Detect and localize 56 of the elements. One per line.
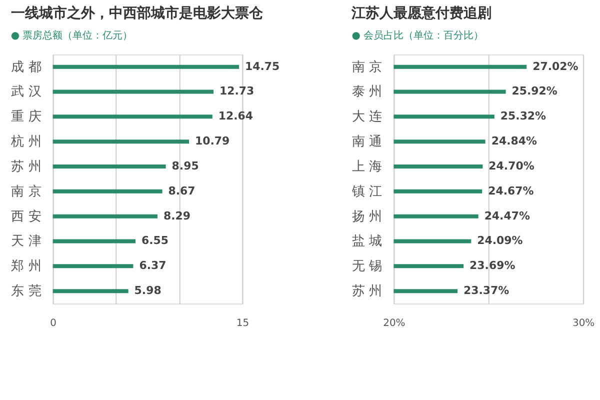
x-tick-label: 15: [236, 318, 250, 329]
x-tick-label: 20%: [383, 318, 406, 329]
data-label: 24.09%: [477, 234, 523, 248]
chart-title: 一线城市之外，中西部城市是电影大票仓: [10, 4, 264, 22]
y-tick-label: 南 京: [352, 60, 382, 75]
y-tick-label: 西 安: [11, 208, 42, 224]
bar: [52, 114, 212, 119]
x-tick-label: 30%: [572, 318, 595, 329]
data-label: 24.84%: [491, 134, 537, 148]
bar: [52, 264, 134, 268]
y-tick-label: 武 汉: [11, 84, 42, 100]
bar: [52, 214, 158, 218]
data-label: 6.55: [141, 234, 169, 248]
data-label: 6.37: [139, 259, 166, 272]
y-tick-label: 成 都: [11, 60, 42, 75]
data-label: 8.29: [163, 209, 190, 222]
data-label: 12.64: [218, 110, 254, 123]
data-label: 10.79: [195, 134, 230, 148]
data-label: 24.47%: [484, 209, 530, 222]
y-tick-label: 镇 江: [351, 184, 382, 200]
y-tick-label: 泰 州: [352, 84, 382, 100]
data-label: 14.75: [245, 60, 280, 73]
data-label: 23.37%: [463, 284, 510, 298]
bar: [52, 140, 190, 144]
y-tick-label: 无 锡: [352, 259, 382, 274]
y-tick-label: 大 连: [352, 110, 382, 125]
y-tick-label: 重 庆: [11, 110, 42, 125]
y-tick-label: 东 莞: [11, 284, 42, 300]
chart-title: 江苏人最愿意付费追剧: [350, 4, 492, 22]
y-tick-label: 盐 城: [352, 234, 382, 250]
data-label: 24.70%: [488, 159, 534, 172]
y-tick-label: 天 津: [11, 234, 42, 250]
data-label: 8.95: [172, 159, 199, 172]
bar: [52, 289, 128, 294]
y-tick-label: 南 通: [352, 134, 382, 150]
x-tick-label: 0: [50, 318, 56, 329]
bar: [52, 164, 166, 168]
data-label: 25.32%: [500, 110, 546, 123]
chart-subtitle: ● 会员占比（单位：百分比）: [352, 29, 484, 42]
y-tick-label: 苏 州: [352, 284, 382, 300]
y-tick-label: 杭 州: [10, 134, 42, 150]
y-tick-label: 扬 州: [352, 209, 382, 224]
y-tick-label: 南 京: [11, 184, 42, 200]
data-label: 5.98: [134, 284, 162, 298]
y-tick-label: 郑 州: [11, 259, 42, 274]
data-label: 24.67%: [488, 184, 534, 198]
data-label: 23.69%: [470, 259, 516, 272]
y-tick-label: 苏 州: [11, 159, 42, 174]
bar: [52, 189, 162, 194]
y-tick-label: 上 海: [352, 159, 382, 174]
data-label: 12.73: [220, 84, 254, 98]
data-label: 25.92%: [512, 84, 558, 98]
bar: [52, 64, 240, 69]
data-label: 27.02%: [532, 60, 578, 73]
data-label: 8.67: [168, 184, 196, 198]
chart-subtitle: ● 票房总额（单位：亿元）: [10, 29, 133, 42]
